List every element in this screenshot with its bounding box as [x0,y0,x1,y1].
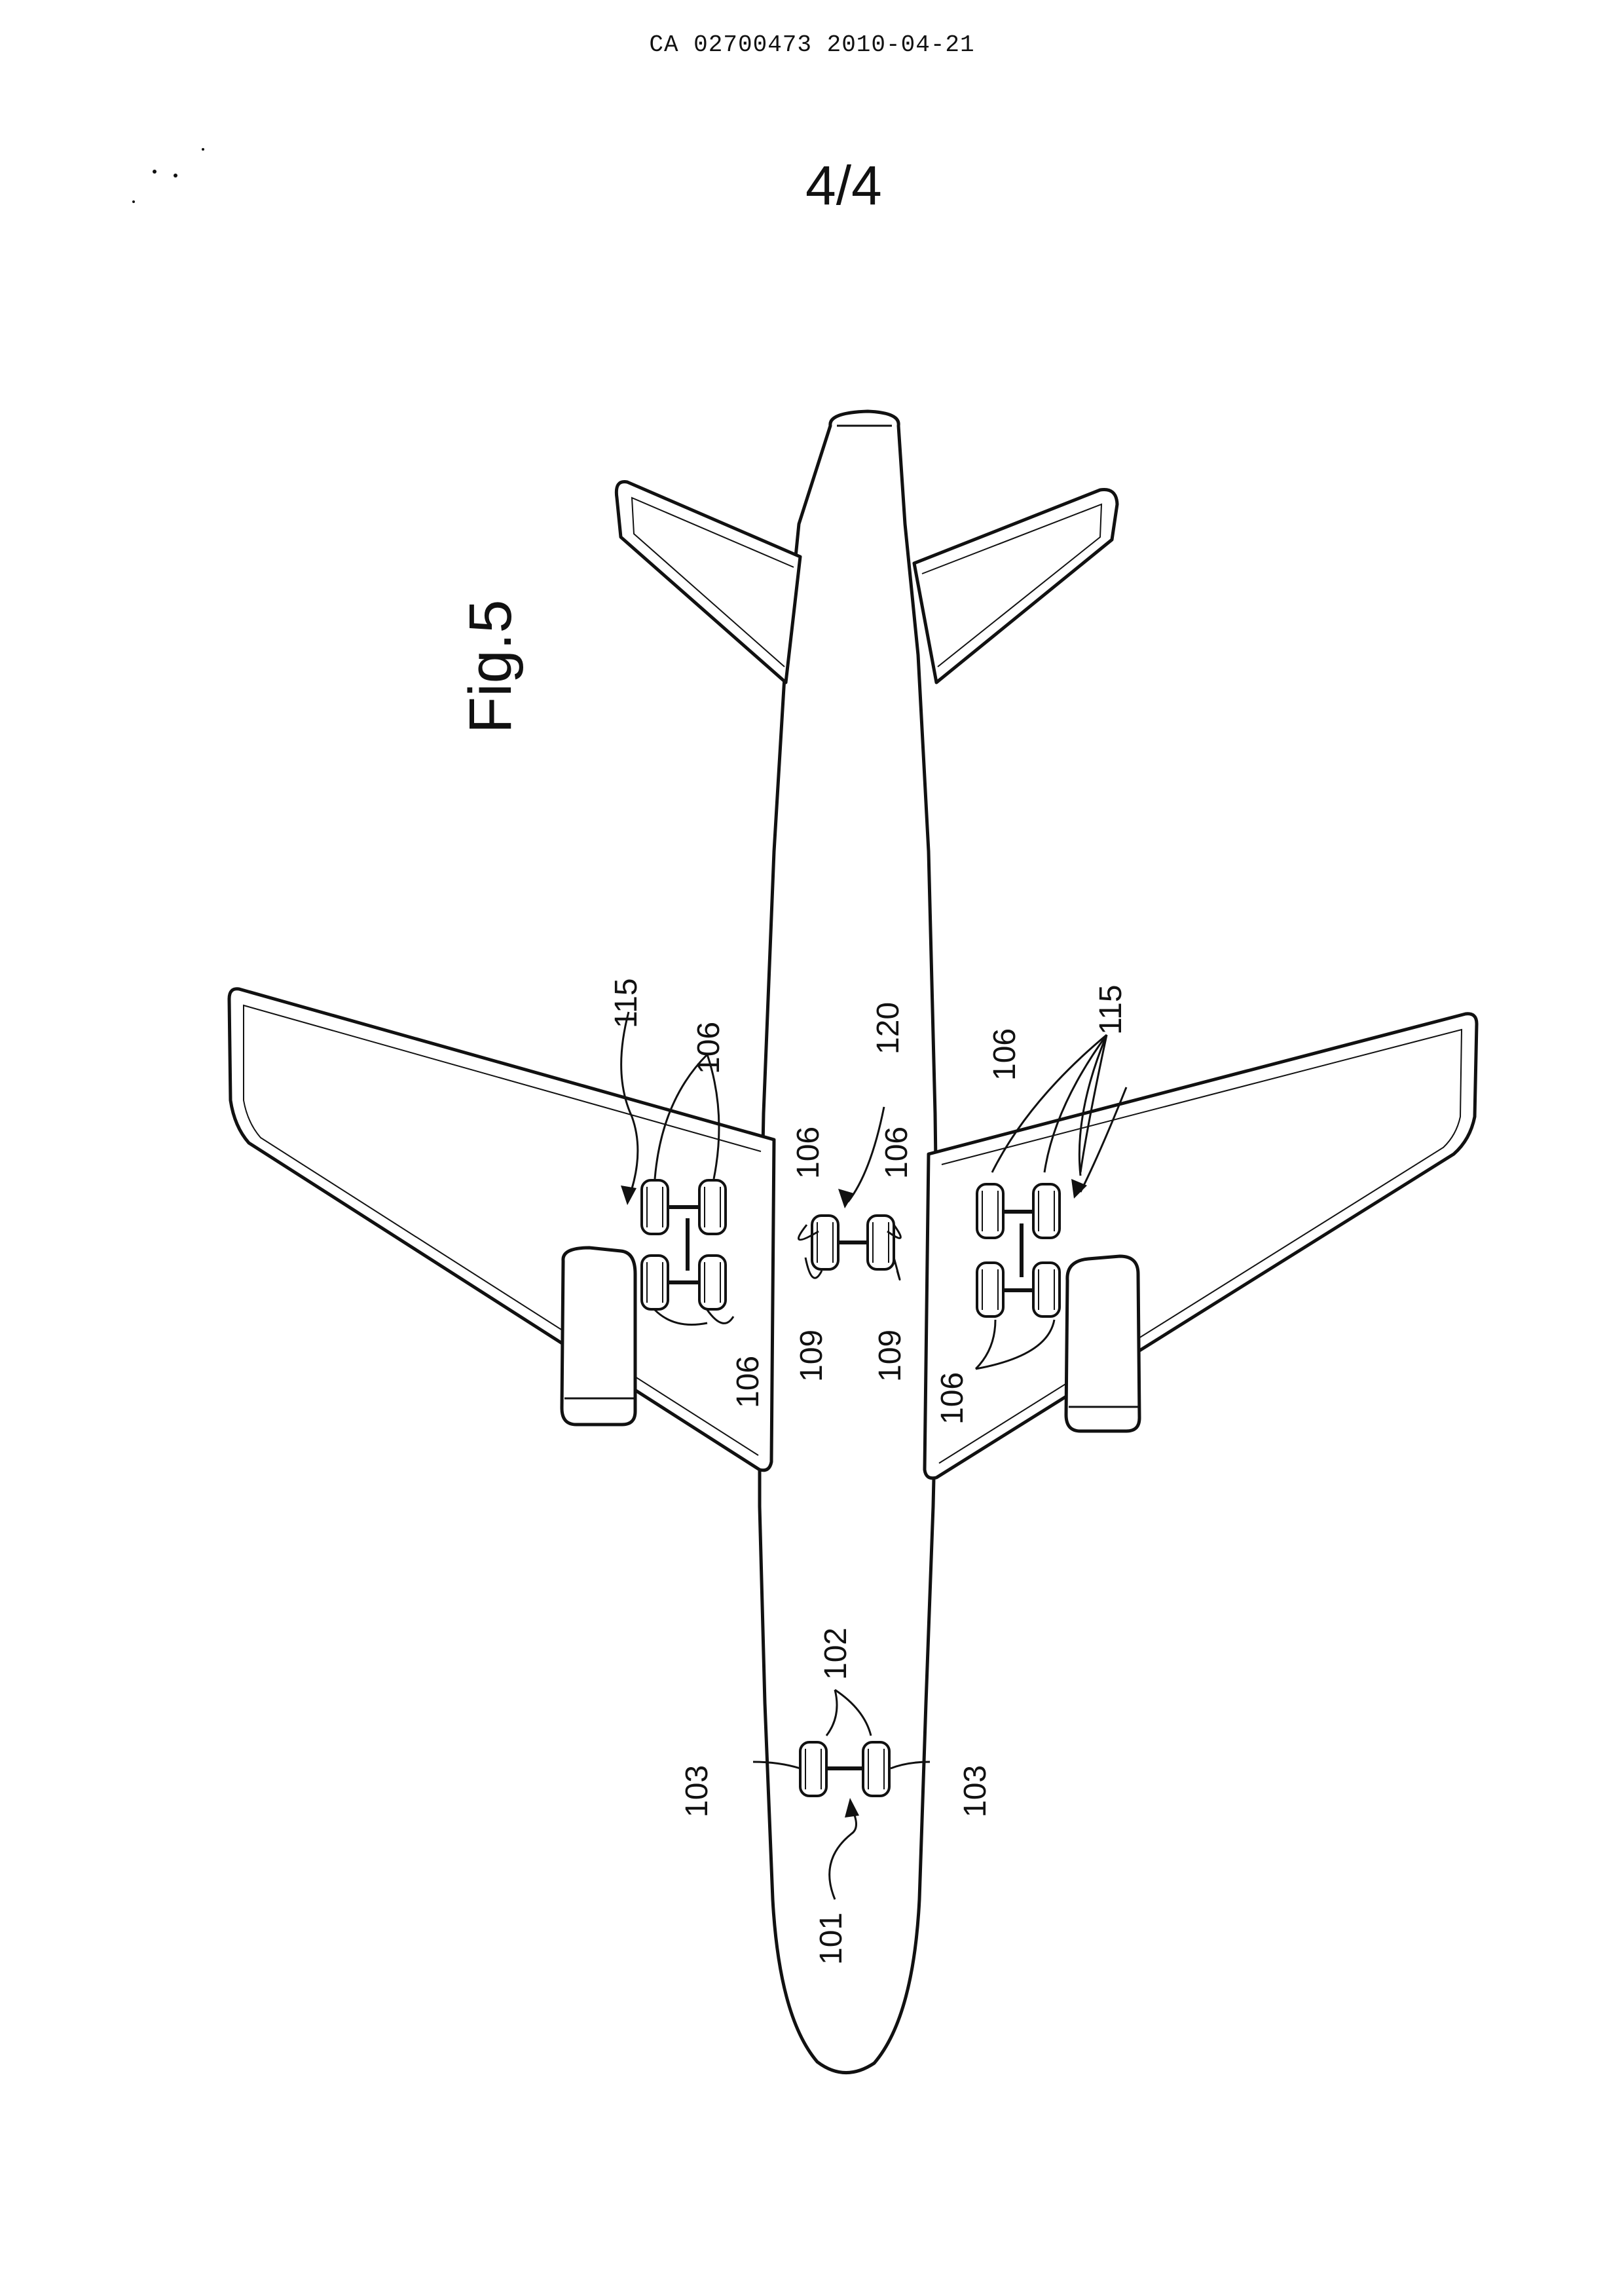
ref-106-center-right: 106 [879,1127,914,1179]
ref-101: 101 [814,1912,849,1965]
ref-106-left-top: 106 [692,1022,726,1074]
right-engine [1066,1256,1139,1431]
ref-102: 102 [819,1628,853,1680]
right-stabilizer [914,489,1117,682]
ref-103-right: 103 [958,1765,993,1818]
ref-106-right-top: 106 [987,1028,1022,1081]
ref-109-right: 109 [873,1330,908,1382]
figure-label: Fig.5 [457,599,524,734]
scan-specks [132,148,204,203]
ref-106-center-left: 106 [791,1127,826,1179]
ref-106-left-bottom: 106 [731,1356,766,1408]
ref-120: 120 [871,1002,906,1054]
right-wing [925,1014,1477,1478]
left-stabilizer [616,482,800,683]
ref-106-right-bottom: 106 [935,1372,970,1425]
ref-115-left: 115 [609,978,644,1028]
ref-109-left: 109 [794,1330,829,1382]
ref-103-left: 103 [680,1765,714,1818]
ref-115-right: 115 [1094,984,1128,1035]
